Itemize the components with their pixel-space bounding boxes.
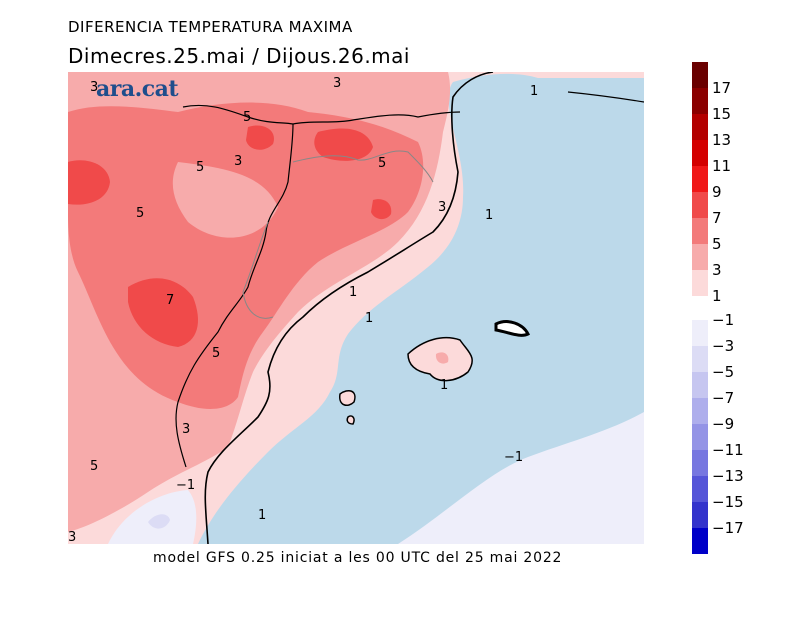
negative-zone-west: [108, 490, 197, 544]
contour-label: 5: [196, 160, 205, 175]
colorbar-swatch: [692, 270, 708, 296]
colorbar-tick-label: 11: [712, 157, 732, 175]
model-info-footer: model GFS 0.25 iniciat a les 00 UTC del …: [153, 550, 563, 566]
colorbar-tick-label: 5: [712, 235, 722, 253]
colorbar-swatch: [692, 346, 708, 372]
map-canvas: [68, 72, 644, 544]
contour-label: 3: [90, 80, 99, 95]
negative-zone: [398, 412, 644, 544]
colorbar-swatch: [692, 140, 708, 166]
contour-label: 5: [243, 110, 252, 125]
anomaly-7-zone: [128, 278, 198, 347]
colorbar-tick-label: −15: [712, 493, 744, 511]
colorbar-swatch: [692, 320, 708, 346]
colorbar-tick-label: 7: [712, 209, 722, 227]
coastline: [204, 72, 494, 544]
colorbar-tick-label: 1: [712, 287, 722, 305]
contour-label: −1: [176, 478, 196, 493]
contour-label: 5: [90, 459, 99, 474]
colorbar-tick-label: 15: [712, 105, 732, 123]
island-menorca: [494, 320, 531, 337]
colorbar-swatch: [692, 114, 708, 140]
ara-cat-logo: ara.cat: [96, 76, 179, 102]
colorbar-swatch: [692, 424, 708, 450]
colorbar-tick-label: −7: [712, 389, 735, 407]
contour-label: 3: [438, 200, 447, 215]
colorbar-tick-label: −9: [712, 415, 735, 433]
colorbar-tick-label: −3: [712, 337, 735, 355]
map-date-range: Dimecres.25.mai / Dijous.26.mai: [68, 44, 410, 68]
contour-label: 1: [485, 208, 494, 223]
colorbar-swatch: [692, 528, 708, 554]
colorbar-swatch: [692, 192, 708, 218]
colorbar-swatch: [692, 476, 708, 502]
colorbar-swatch: [692, 502, 708, 528]
colorbar-swatch: [692, 372, 708, 398]
colorbar-swatch: [692, 244, 708, 270]
colorbar-tick-label: 13: [712, 131, 732, 149]
map-title: DIFERENCIA TEMPERATURA MAXIMA: [68, 18, 353, 36]
contour-label: 5: [212, 346, 221, 361]
colorbar-tick-label: −11: [712, 441, 744, 459]
temperature-difference-map: 3 3 1 5 5 3 5 5 3 1 7 1 1 5 1 3 5 −1 −1 …: [68, 72, 644, 544]
contour-label: 1: [349, 285, 358, 300]
contour-label: 3: [333, 76, 342, 91]
colorbar-tick-label: −1: [712, 311, 735, 329]
colorbar-swatch: [692, 166, 708, 192]
contour-label: 1: [365, 311, 374, 326]
contour-label: 1: [440, 378, 449, 393]
colorbar-swatch: [692, 398, 708, 424]
contour-label: 5: [378, 156, 387, 171]
colorbar-tick-label: 9: [712, 183, 722, 201]
island-ibiza: [339, 389, 356, 407]
colorbar-tick-label: 3: [712, 261, 722, 279]
colorbar-tick-label: −5: [712, 363, 735, 381]
contour-label: 5: [136, 206, 145, 221]
contour-label: 1: [530, 84, 539, 99]
contour-label: 7: [166, 293, 175, 308]
country-border: [182, 104, 461, 125]
contour-label: 3: [182, 422, 191, 437]
colorbar-swatch: [692, 88, 708, 114]
contour-label: 3: [68, 530, 77, 544]
sea-area: [198, 73, 644, 544]
contour-label: 1: [258, 508, 267, 523]
colorbar-tick-label: 17: [712, 79, 732, 97]
contour-label: 3: [234, 154, 243, 169]
contour-label: −1: [504, 450, 524, 465]
colorbar-swatch: [692, 218, 708, 244]
colorbar-swatch: [692, 450, 708, 476]
colorbar-swatch: [692, 62, 708, 88]
colorbar-tick-label: −17: [712, 519, 744, 537]
colorbar-tick-label: −13: [712, 467, 744, 485]
